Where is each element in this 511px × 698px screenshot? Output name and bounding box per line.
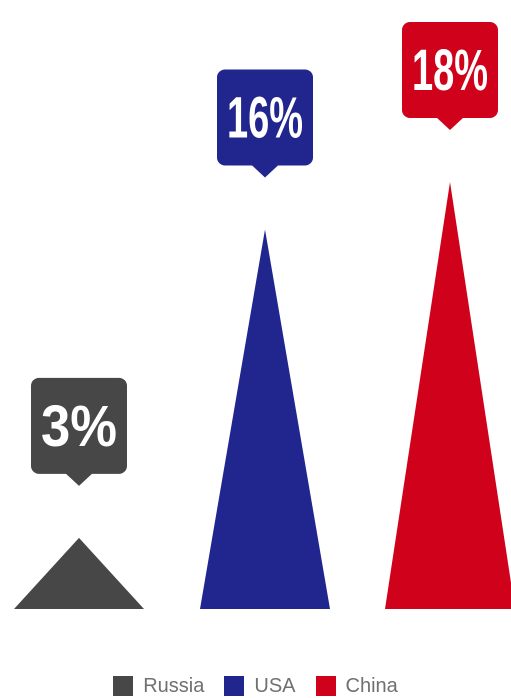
value-callout-russia: 3% [31, 377, 127, 486]
bar-usa [200, 229, 330, 609]
callout-pointer-russia [65, 472, 93, 486]
bar-china [385, 182, 511, 609]
data-label-russia: 3% [41, 394, 117, 459]
value-callout-china: 18% [402, 22, 498, 130]
callout-pointer-usa [251, 164, 279, 178]
legend-label-china: China [345, 675, 398, 697]
bar-russia [14, 537, 144, 609]
data-label-china: 18% [412, 38, 488, 103]
legend-item-china[interactable]: China [315, 674, 398, 698]
callout-box-russia [31, 377, 127, 474]
data-label-usa: 16% [227, 85, 303, 150]
callout-box-usa [217, 69, 313, 166]
callout-box-china [402, 22, 498, 118]
legend-swatch-china [315, 676, 336, 696]
legend-swatch-usa [224, 676, 245, 696]
callout-pointer-china [436, 117, 464, 130]
legend-swatch-russia [113, 676, 134, 696]
legend-item-russia[interactable]: Russia [113, 674, 204, 698]
legend-item-usa[interactable]: USA [224, 674, 296, 698]
legend-label-russia: Russia [143, 675, 205, 697]
legend: Russia USA China [0, 674, 511, 698]
legend-label-usa: USA [254, 675, 296, 697]
value-callout-usa: 16% [217, 69, 313, 178]
